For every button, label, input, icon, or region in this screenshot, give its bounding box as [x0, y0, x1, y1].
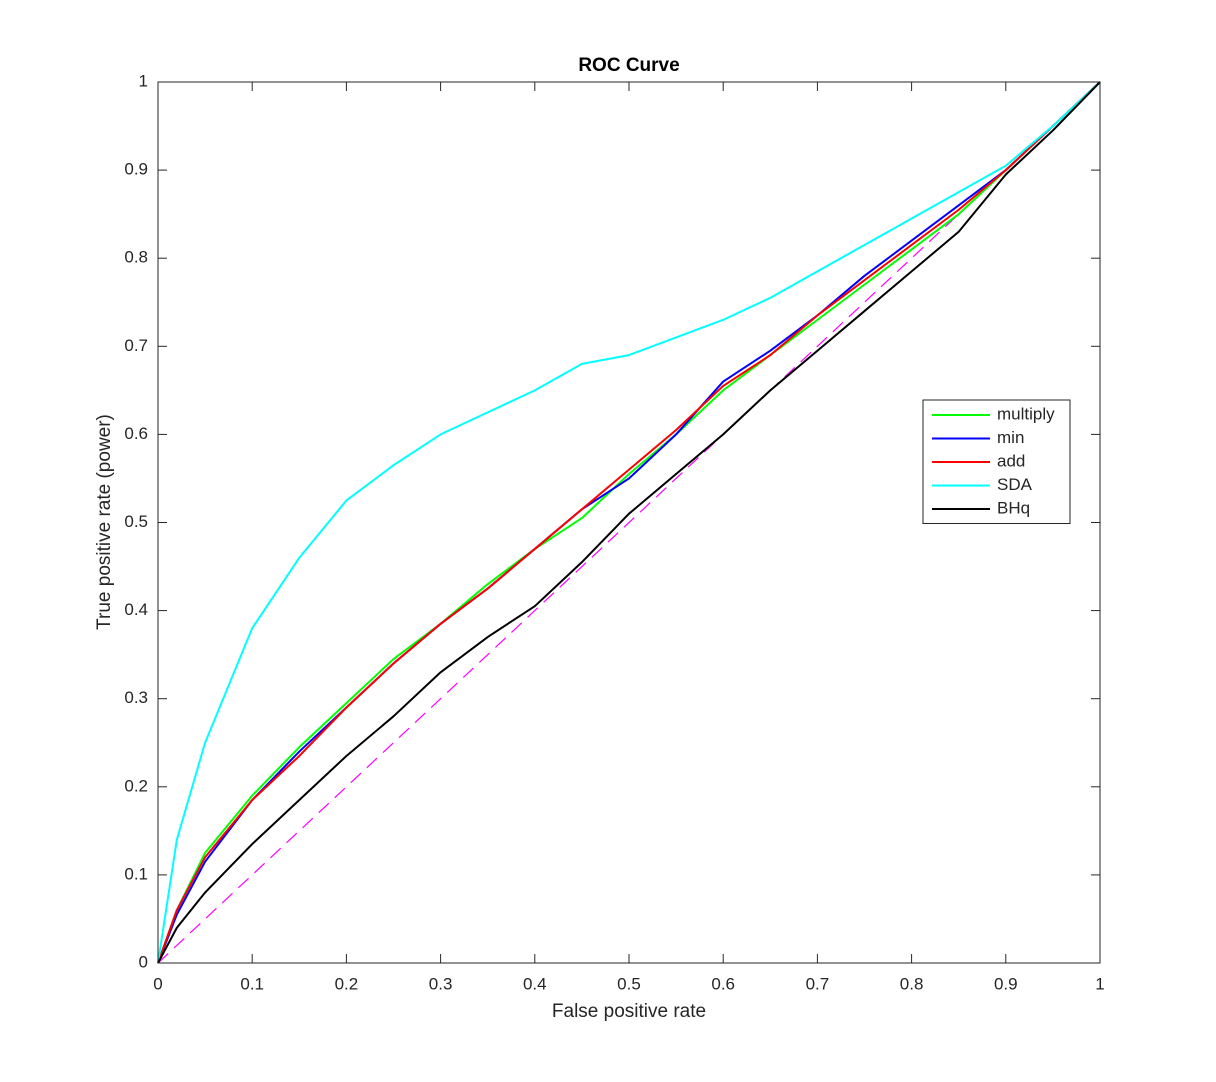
x-tick-label: 1	[1095, 974, 1104, 993]
x-tick-label: 0.4	[523, 974, 547, 993]
x-tick-label: 0.5	[617, 974, 641, 993]
y-axis-label: True positive rate (power)	[94, 414, 115, 630]
y-tick-label: 0.7	[124, 336, 148, 355]
y-tick-label: 0.8	[124, 248, 148, 267]
legend-label: add	[997, 451, 1025, 470]
y-tick-label: 0	[139, 952, 148, 971]
legend-label: BHq	[997, 498, 1030, 517]
x-tick-label: 0.1	[240, 974, 264, 993]
series-line	[157, 81, 1101, 964]
legend-label: min	[997, 428, 1024, 447]
y-tick-label: 0.2	[124, 776, 148, 795]
series-line	[157, 81, 1101, 964]
chart-title: ROC Curve	[578, 55, 679, 76]
x-axis-label: False positive rate	[552, 1001, 706, 1022]
y-tick-label: 0.6	[124, 424, 148, 443]
y-tick-label: 0.9	[124, 160, 148, 179]
series-line	[157, 81, 1101, 964]
series-line	[157, 81, 1101, 964]
reference-line	[157, 81, 1101, 964]
y-tick-label: 0.5	[124, 512, 148, 531]
legend-label: multiply	[997, 404, 1055, 423]
series-line	[157, 81, 1101, 964]
x-tick-label: 0.6	[711, 974, 735, 993]
legend-label: SDA	[997, 475, 1033, 494]
y-tick-label: 1	[139, 71, 148, 90]
x-tick-label: 0.8	[900, 974, 924, 993]
x-tick-label: 0	[153, 974, 162, 993]
y-tick-label: 0.3	[124, 688, 148, 707]
axes-box	[157, 81, 1101, 964]
y-tick-label: 0.1	[124, 864, 148, 883]
y-tick-label: 0.4	[124, 600, 148, 619]
x-tick-label: 0.9	[994, 974, 1018, 993]
x-tick-label: 0.7	[806, 974, 830, 993]
x-tick-label: 0.2	[335, 974, 359, 993]
x-tick-label: 0.3	[429, 974, 453, 993]
